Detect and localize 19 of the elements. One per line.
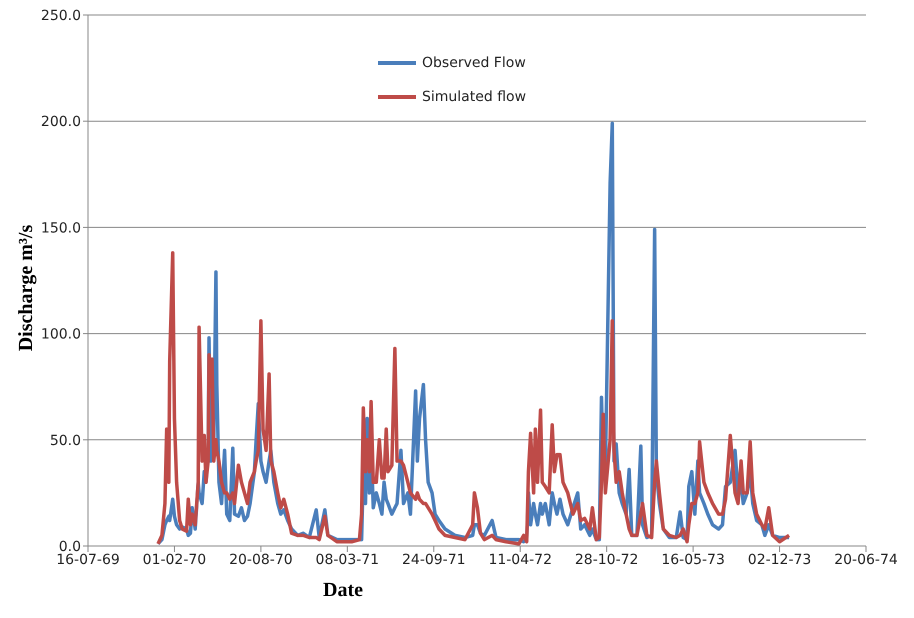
line-series [156,251,791,546]
y-tick-label: 50.0 [50,432,81,449]
x-tick-label: 08-03-71 [316,552,380,568]
y-tick-label: 200.0 [40,114,81,130]
y-tick-label: 250.0 [40,8,81,24]
y-tick-label: 150.0 [40,220,81,236]
legend-label: Simulated flow [422,89,526,105]
x-tick-label: 02-12-73 [748,552,812,568]
x-tick-label: 01-02-70 [142,552,206,568]
y-tick-label: 100.0 [40,326,81,343]
legend-label: Observed Flow [422,55,526,71]
x-tick-label: 24-09-71 [402,552,466,568]
x-axis-title: Date [323,579,364,601]
x-tick-label: 20-06-74 [834,552,898,568]
x-tick-label: 11-04-72 [488,552,552,568]
x-tick-label: 28-10-72 [574,552,638,568]
y-axis-title: Discharge m³/s [15,224,37,352]
x-tick-label: 20-08-70 [229,552,293,568]
x-tick-label: 16-05-73 [661,552,725,568]
